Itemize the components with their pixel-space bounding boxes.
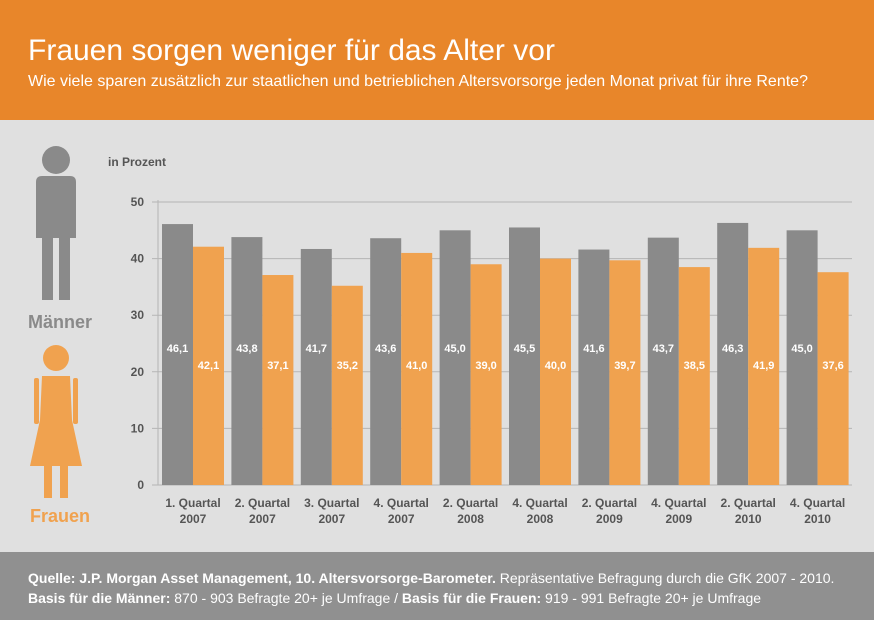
x-tick-label: 3. Quartal [304, 496, 359, 510]
women-bar-value-label: 37,6 [822, 360, 843, 372]
women-legend-label: Frauen [30, 506, 91, 526]
x-tick-label: 2007 [318, 512, 345, 526]
woman-icon [30, 345, 82, 498]
x-tick-label: 2. Quartal [443, 496, 498, 510]
footer: Quelle: J.P. Morgan Asset Management, 10… [0, 552, 874, 620]
women-bar-value-label: 41,0 [406, 360, 427, 372]
x-tick-label: 4. Quartal [651, 496, 706, 510]
y-tick-label: 50 [131, 195, 145, 209]
x-tick-label: 2. Quartal [582, 496, 637, 510]
y-tick-label: 20 [131, 365, 145, 379]
men-bar-value-label: 43,7 [653, 343, 674, 355]
men-bar-value-label: 45,5 [514, 343, 535, 355]
women-bar [609, 260, 641, 485]
men-bar-value-label: 45,0 [791, 343, 812, 355]
women-bar-value-label: 37,1 [267, 360, 288, 372]
women-bar-value-label: 39,0 [475, 360, 496, 372]
women-bar-value-label: 40,0 [545, 360, 566, 372]
women-bar-value-label: 38,5 [684, 360, 705, 372]
x-tick-label: 1. Quartal [165, 496, 220, 510]
x-tick-label: 4. Quartal [512, 496, 567, 510]
x-tick-label: 4. Quartal [790, 496, 845, 510]
y-tick-label: 0 [137, 478, 144, 492]
women-bar [678, 267, 710, 485]
source-title: Quelle: J.P. Morgan Asset Management, 10… [28, 570, 496, 586]
men-bar-value-label: 46,1 [167, 343, 188, 355]
page-title: Frauen sorgen weniger für das Alter vor [28, 34, 555, 67]
men-bar-value-label: 41,6 [583, 343, 604, 355]
men-bar [717, 222, 749, 485]
men-bar [509, 227, 540, 485]
women-bar [193, 246, 224, 485]
source-line: Quelle: J.P. Morgan Asset Management, 10… [28, 570, 834, 586]
men-bar [370, 238, 402, 485]
source-text: Repräsentative Befragung durch die GfK 2… [495, 570, 835, 586]
x-tick-label: 2010 [735, 512, 762, 526]
women-bar [331, 285, 363, 485]
y-tick-label: 30 [131, 308, 145, 322]
women-bar [540, 258, 571, 485]
x-tick-label: 2008 [457, 512, 484, 526]
x-tick-label: 2007 [249, 512, 276, 526]
men-bar [786, 230, 818, 485]
women-bar-value-label: 42,1 [198, 360, 219, 372]
x-tick-label: 2009 [596, 512, 623, 526]
men-legend-label: Männer [28, 312, 93, 332]
page-subtitle: Wie viele sparen zusätzlich zur staatlic… [28, 73, 808, 90]
x-tick-label: 2007 [180, 512, 207, 526]
women-bar [470, 264, 502, 485]
women-bar [401, 252, 433, 485]
women-bar [817, 272, 849, 485]
women-basis-title: Basis für die Frauen: [401, 590, 542, 606]
men-bar-value-label: 43,8 [236, 343, 257, 355]
y-tick-label: 40 [131, 252, 145, 266]
women-bar [262, 275, 294, 485]
x-tick-label: 2. Quartal [721, 496, 776, 510]
men-bar [300, 248, 332, 485]
x-tick-label: 2009 [665, 512, 692, 526]
x-tick-label: 4. Quartal [374, 496, 429, 510]
women-bar-value-label: 35,2 [337, 360, 358, 372]
header-banner: Frauen sorgen weniger für das Alter vor … [0, 0, 874, 120]
men-bar [578, 249, 610, 485]
men-bar-value-label: 41,7 [306, 343, 327, 355]
y-tick-label: 10 [131, 421, 145, 435]
y-axis-label: in Prozent [108, 155, 166, 169]
women-bar-value-label: 39,7 [614, 360, 635, 372]
x-tick-label: 2. Quartal [235, 496, 290, 510]
women-bar-value-label: 41,9 [753, 360, 774, 372]
men-basis-title: Basis für die Männer: [28, 590, 171, 606]
x-tick-label: 2010 [804, 512, 831, 526]
man-icon [36, 146, 76, 300]
x-tick-label: 2007 [388, 512, 415, 526]
men-bar [162, 224, 193, 485]
men-bar-value-label: 46,3 [722, 343, 743, 355]
men-bar-value-label: 43,6 [375, 343, 396, 355]
x-tick-label: 2008 [527, 512, 554, 526]
basis-line: Basis für die Männer: 870 - 903 Befragte… [28, 590, 761, 606]
men-basis-text: 870 - 903 Befragte 20+ je Umfrage / [170, 590, 402, 606]
bar-chart: in Prozent 0 10 20 30 40 50 46,1 42,1 43,8 37,1 4… [30, 146, 852, 526]
men-bar [231, 237, 263, 485]
men-bar [439, 230, 471, 485]
men-bar-value-label: 45,0 [444, 343, 465, 355]
women-bar [748, 247, 780, 485]
women-basis-text: 919 - 991 Befragte 20+ je Umfrage [541, 590, 762, 606]
men-bar [647, 237, 679, 485]
